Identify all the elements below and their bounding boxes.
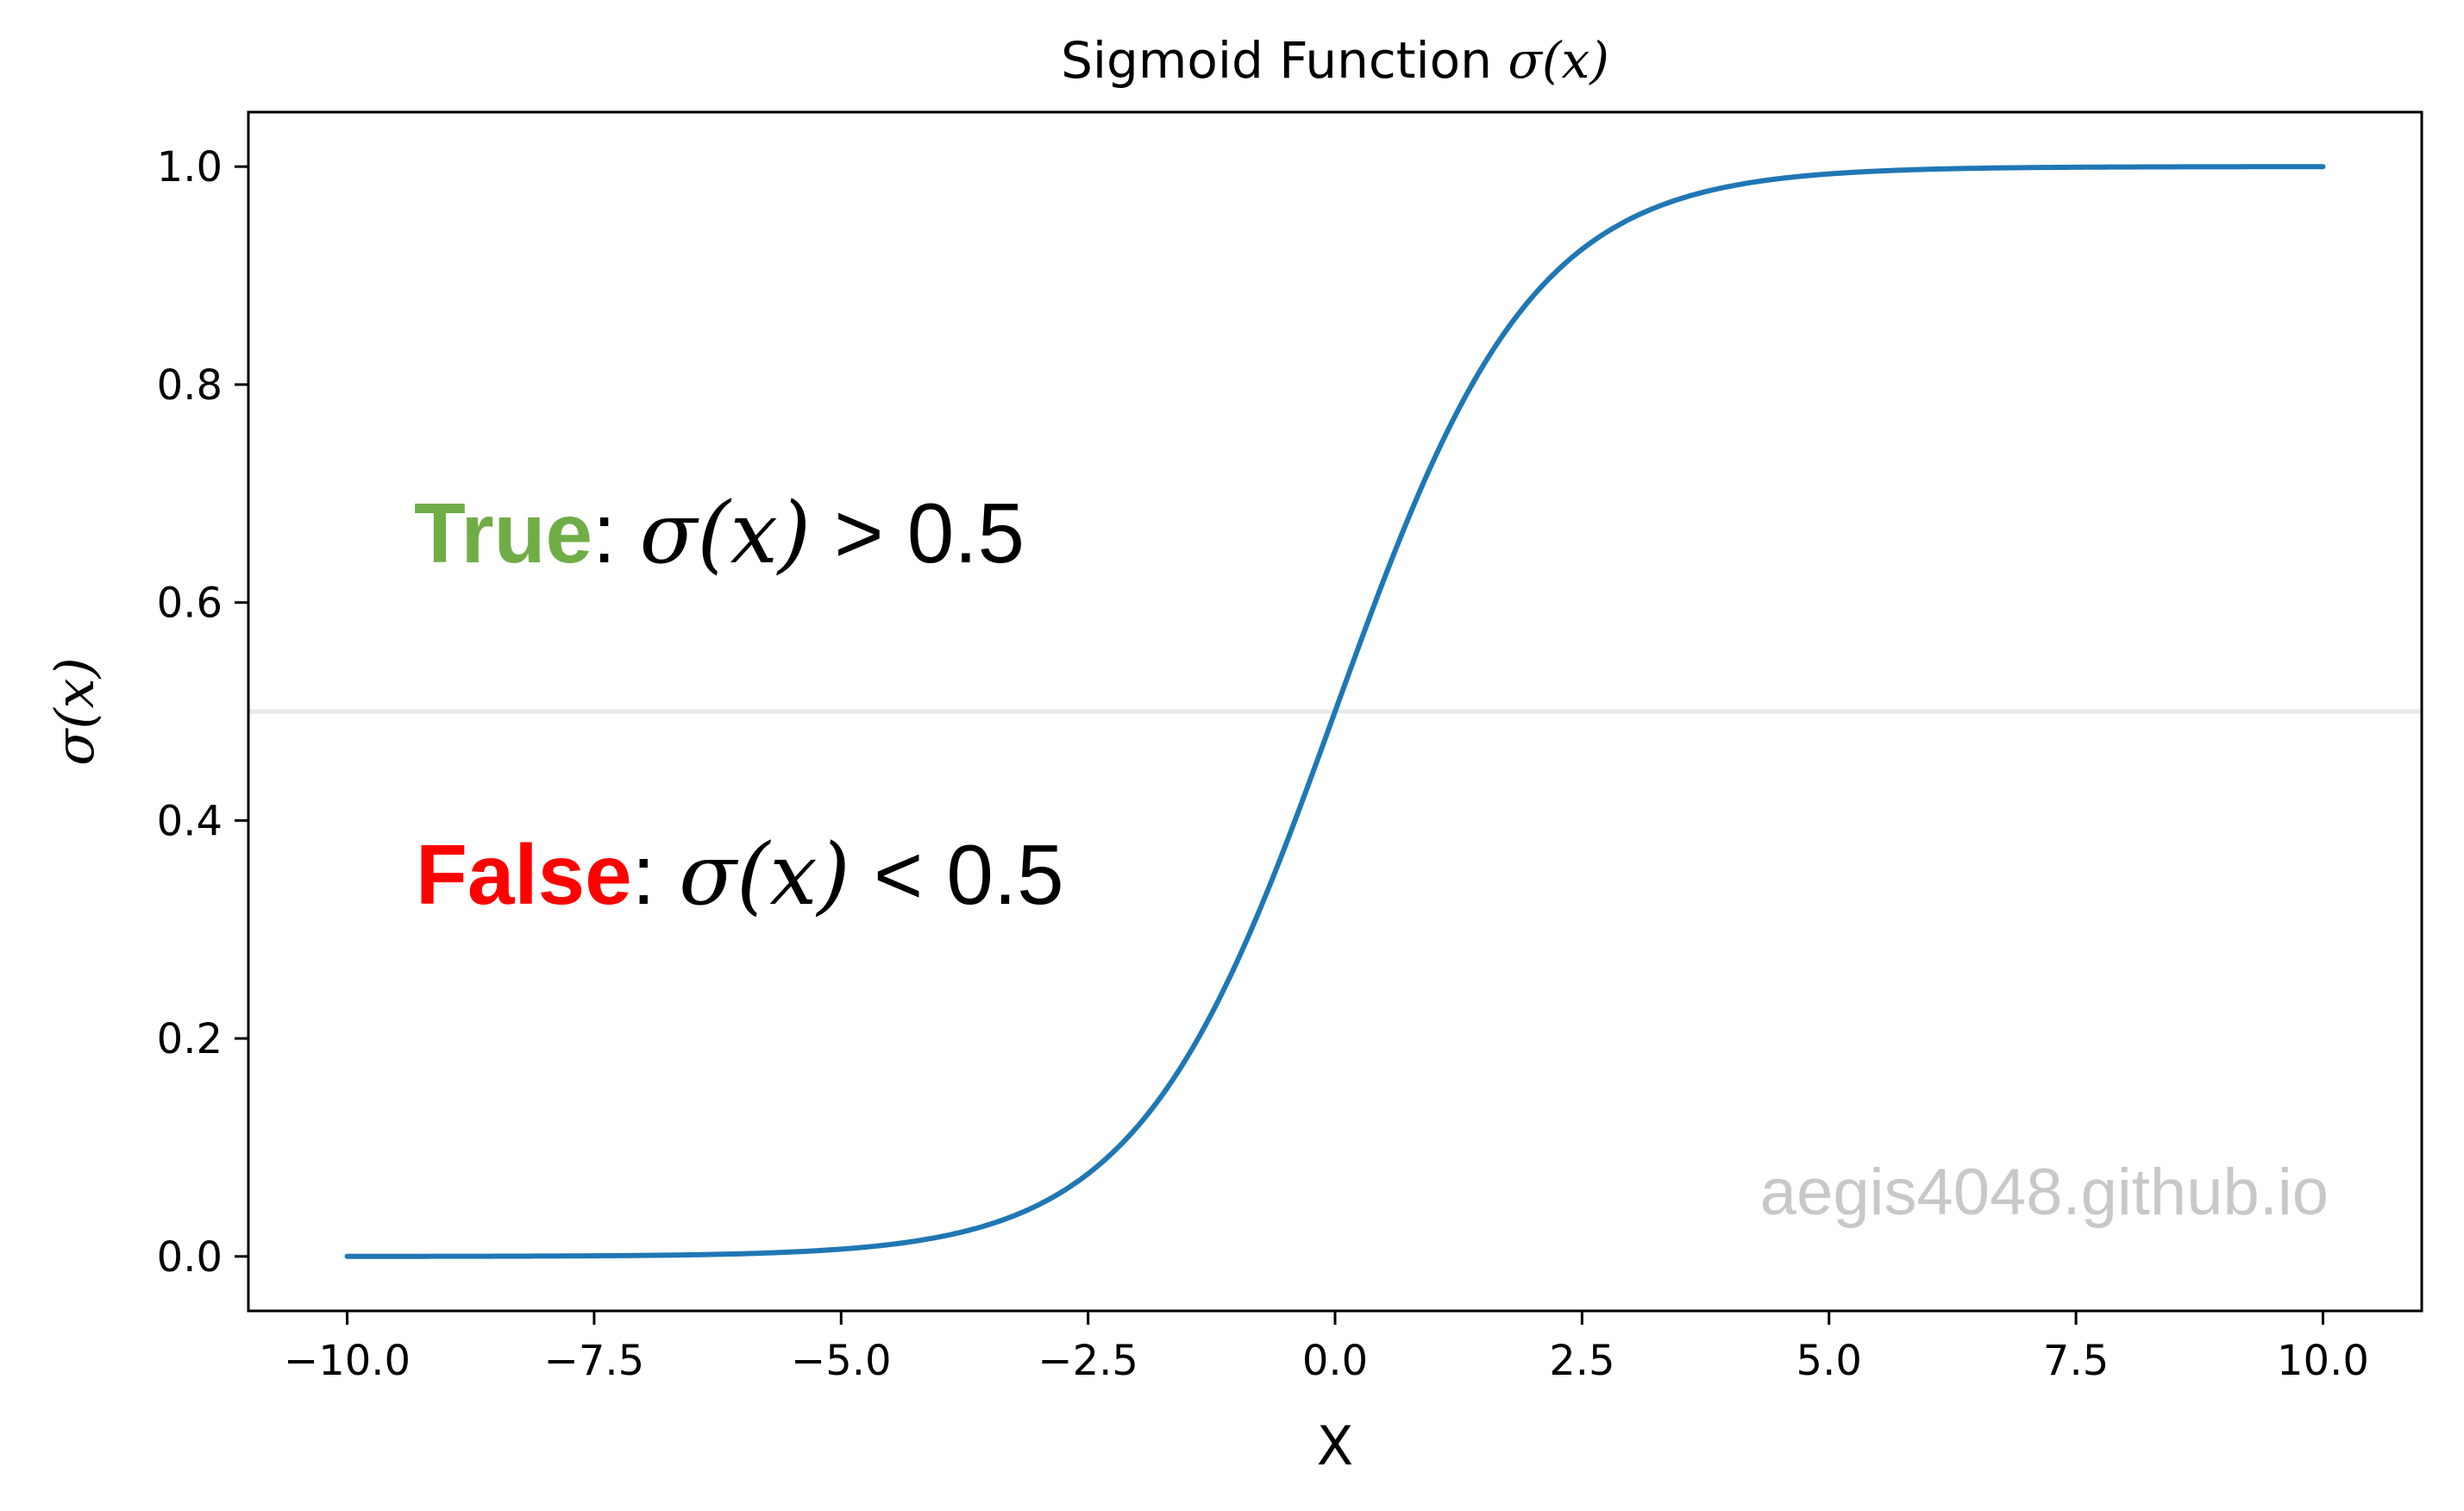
watermark: aegis4048.github.io [1760, 1156, 2329, 1229]
x-tick-label: 2.5 [1549, 1337, 1614, 1385]
y-tick-label: 0.6 [157, 580, 223, 628]
x-tick-label: −10.0 [284, 1337, 411, 1385]
sigmoid-curve [344, 164, 2326, 1259]
x-tick-label: 10.0 [2277, 1337, 2369, 1385]
y-tick-label: 0.2 [157, 1015, 223, 1063]
x-axis-ticks: −10.0 −7.5 −5.0 −2.5 0.0 2.5 5.0 7.5 10.0 [284, 1311, 2369, 1385]
y-tick-label: 0.8 [157, 361, 223, 410]
false-annotation: False: σ(x) < 0.5 [416, 826, 1064, 925]
x-tick-label: −7.5 [544, 1337, 645, 1385]
y-axis-ticks: 0.0 0.2 0.4 0.6 0.8 1.0 [157, 143, 248, 1282]
x-tick-label: −5.0 [791, 1337, 892, 1385]
x-tick-label: 5.0 [1796, 1337, 1862, 1385]
false-word: False [416, 827, 632, 922]
true-word: True [414, 486, 592, 580]
chart-title: Sigmoid Function σ(x) [1061, 31, 1609, 90]
x-tick-label: −2.5 [1038, 1337, 1138, 1385]
y-tick-label: 1.0 [157, 143, 223, 191]
y-tick-label: 0.4 [157, 797, 223, 845]
x-axis-label: X [1317, 1414, 1353, 1477]
y-axis-label: σ(x) [43, 657, 106, 766]
x-tick-label: 0.0 [1302, 1337, 1368, 1385]
y-tick-label: 0.0 [157, 1233, 223, 1282]
x-tick-label: 7.5 [2043, 1337, 2109, 1385]
true-annotation: True: σ(x) > 0.5 [414, 485, 1025, 583]
